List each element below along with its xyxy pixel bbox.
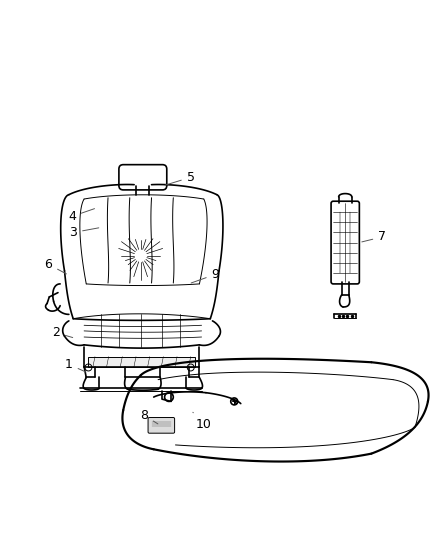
Text: 8: 8 — [140, 409, 158, 424]
Text: 6: 6 — [44, 258, 67, 274]
FancyBboxPatch shape — [148, 417, 175, 433]
Bar — [88, 357, 195, 367]
FancyBboxPatch shape — [331, 201, 359, 284]
Text: 10: 10 — [193, 413, 212, 431]
Text: 1: 1 — [65, 358, 86, 372]
Text: 4: 4 — [68, 208, 95, 223]
Text: 3: 3 — [69, 226, 99, 239]
Text: 9: 9 — [191, 268, 219, 283]
Text: 5: 5 — [165, 171, 195, 185]
Text: 2: 2 — [52, 326, 73, 339]
FancyBboxPatch shape — [119, 165, 167, 190]
Text: 7: 7 — [362, 230, 386, 244]
